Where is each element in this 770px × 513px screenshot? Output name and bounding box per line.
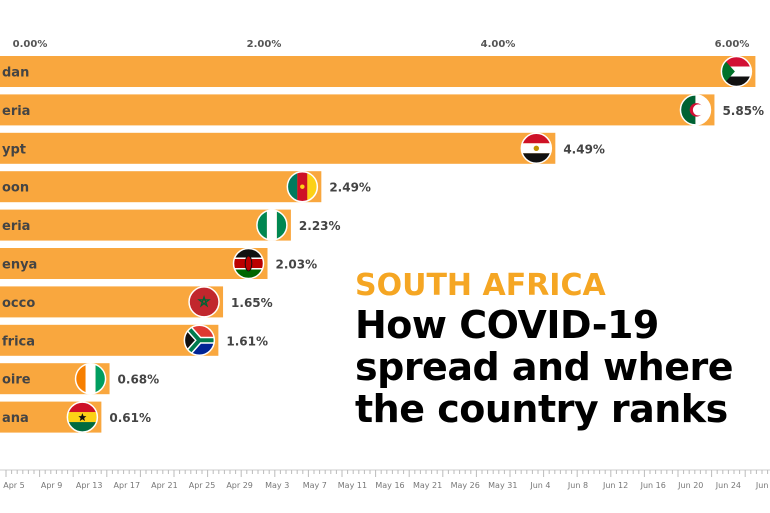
category-label: oon: [2, 181, 29, 196]
x-tick-label: 0.00%: [13, 39, 48, 50]
value-label: 2.23%: [299, 219, 341, 233]
value-label: 1.65%: [231, 296, 273, 310]
x-axis-ticks: 0.00% 2.00% 4.00% 6.00%: [13, 39, 750, 50]
time-axis-label: May 3: [265, 481, 289, 490]
value-label: 0.68%: [118, 373, 160, 387]
flag-ghana-icon: [67, 402, 98, 433]
bar-row: frica 1.61%: [0, 324, 268, 357]
time-axis-label: Apr 17: [114, 481, 141, 490]
value-label: 2.49%: [329, 181, 371, 195]
bar-row: ana 0.61%: [0, 401, 151, 433]
x-tick-label: 6.00%: [715, 39, 750, 50]
headline-line-3: the country ranks: [355, 387, 728, 431]
category-label: oire: [2, 373, 31, 388]
bar-row: dan: [0, 55, 756, 88]
time-axis-label: May 26: [451, 481, 480, 490]
flag-cameroon-icon: [287, 171, 318, 202]
value-label: 2.03%: [276, 258, 318, 272]
bar-row: oire 0.68%: [0, 362, 160, 395]
category-label: frica: [2, 334, 35, 349]
bar: [0, 286, 224, 318]
value-label: 4.49%: [563, 142, 605, 156]
category-label: enya: [2, 258, 37, 273]
bar-row: ypt 4.49%: [0, 132, 605, 165]
category-label: ana: [2, 411, 29, 426]
flag-egypt-icon: [521, 133, 552, 164]
flag-sudan-icon: [721, 56, 752, 87]
time-axis-label: Jun 20: [677, 481, 703, 490]
time-axis-label: May 7: [303, 481, 327, 490]
time-axis-label: Apr 5: [3, 481, 24, 490]
bar-row: oon 2.49%: [0, 170, 371, 203]
bar: [0, 132, 556, 164]
time-axis-label: May 11: [338, 481, 367, 490]
time-axis-label: Jun 12: [602, 481, 628, 490]
bar-row: eria 5.85%: [0, 94, 764, 126]
x-tick-label: 4.00%: [481, 39, 516, 50]
value-label: 1.61%: [226, 334, 268, 348]
bars: dan eria 5.85% ypt 4.49% oon 2.49% eria 2.23% eny…: [0, 55, 764, 433]
time-axis-label: Apr 25: [189, 481, 216, 490]
category-label: dan: [2, 66, 29, 81]
time-axis-label: Jun 16: [640, 481, 666, 490]
time-axis-label: Jun 2: [755, 481, 770, 490]
bar-row: occo 1.65%: [0, 286, 273, 318]
time-axis-label: May 16: [375, 481, 404, 490]
x-tick-label: 2.00%: [247, 39, 282, 50]
time-axis-label: May 31: [488, 481, 517, 490]
headline-kicker: SOUTH AFRICA: [355, 268, 612, 304]
flag-algeria-icon: [680, 94, 711, 125]
time-axis: Apr 5 Apr 9 Apr 13 Apr 17 Apr 21 Apr 25 Apr 29…: [0, 469, 770, 490]
time-axis-label: Apr 29: [226, 481, 253, 490]
headline-line-1: How COVID-19: [355, 303, 659, 347]
time-axis-label: Jun 4: [529, 481, 550, 490]
time-axis-label: May 21: [413, 481, 442, 490]
value-label: 0.61%: [109, 411, 151, 425]
flag-cote-divoire-icon: [75, 363, 106, 394]
time-axis-label: Apr 13: [76, 481, 103, 490]
bar: [0, 171, 322, 203]
bar-row: enya 2.03%: [0, 247, 318, 280]
bar: [0, 94, 715, 126]
bar: [0, 209, 291, 241]
time-axis-label: Apr 9: [41, 481, 62, 490]
time-axis-label: Apr 21: [151, 481, 178, 490]
bar: [0, 56, 756, 87]
category-label: eria: [2, 104, 30, 119]
bar: [0, 324, 219, 356]
time-axis-label: Jun 24: [715, 481, 741, 490]
bar: [0, 248, 268, 279]
flag-nigeria-icon: [256, 210, 287, 241]
flag-kenya-icon: [233, 248, 264, 279]
category-label: eria: [2, 219, 30, 234]
time-axis-label: Jun 8: [567, 481, 588, 490]
category-label: occo: [2, 296, 35, 311]
headline: SOUTH AFRICA How COVID-19 spread and whe…: [355, 268, 770, 430]
headline-line-2: spread and where: [355, 345, 733, 389]
bar-row: eria 2.23%: [0, 209, 341, 241]
flag-morocco-icon: [189, 286, 220, 317]
category-label: ypt: [2, 142, 26, 157]
value-label: 5.85%: [722, 104, 764, 118]
